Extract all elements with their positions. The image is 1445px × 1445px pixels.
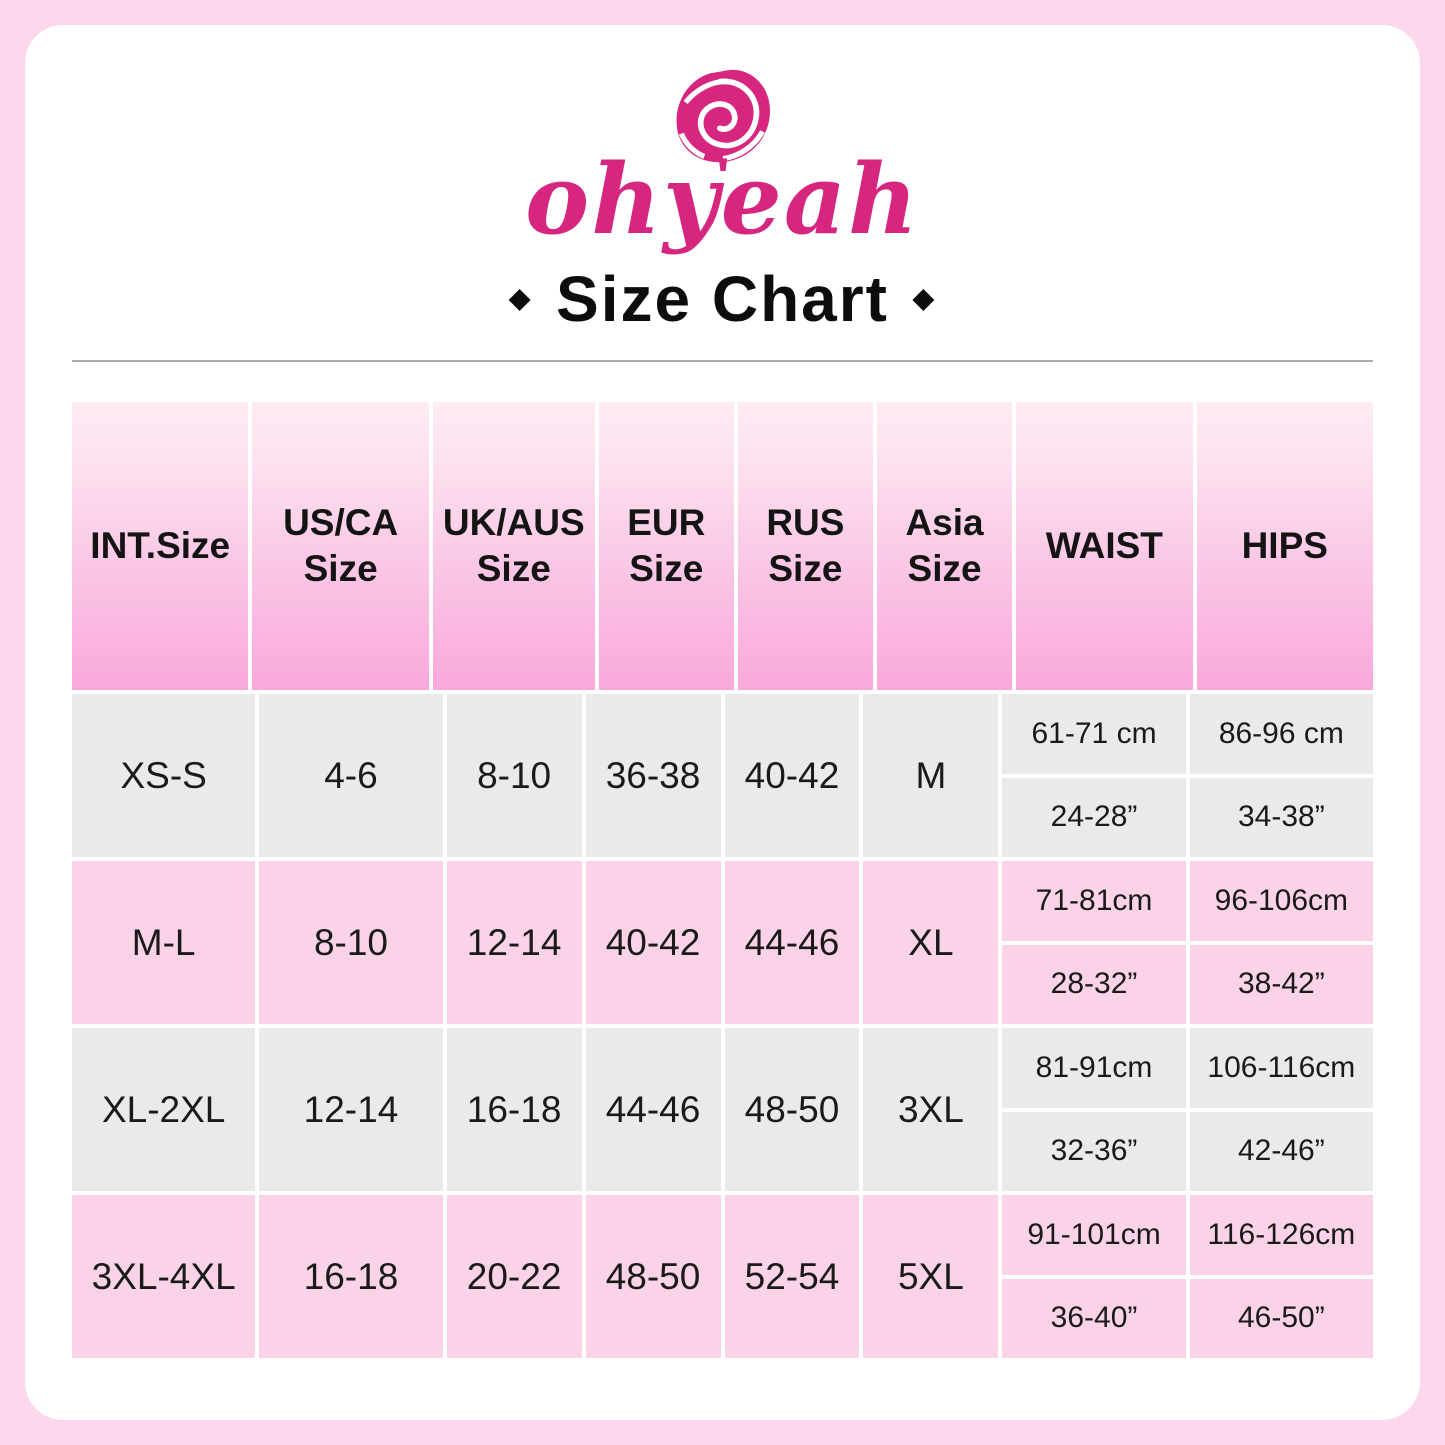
cell-waist-inch: 36-40” (1002, 1278, 1186, 1358)
cell-waist: 61-71 cm 24-28” (1002, 694, 1186, 857)
diamond-icon-left: ◆ (509, 282, 533, 313)
cell-waist-cm: 81-91cm (1002, 1028, 1186, 1108)
brand-logo: ohyeah (25, 69, 1420, 256)
cell-asia: 5XL (863, 1195, 999, 1358)
cell-uk_aus: 12-14 (446, 861, 582, 1024)
cell-us_ca: 4-6 (259, 694, 443, 857)
cell-rus: 40-42 (724, 694, 860, 857)
cell-hips-inch: 46-50” (1189, 1278, 1373, 1358)
cell-waist-inch: 24-28” (1002, 777, 1186, 857)
cell-hips-cm: 106-116cm (1189, 1028, 1373, 1108)
size-chart-card: ohyeah ◆ Size Chart ◆ INT.Size US/CA Size UK… (25, 25, 1420, 1420)
cell-asia: 3XL (863, 1028, 999, 1191)
table-row: XS-S 4-6 8-10 36-38 40-42 M 61-71 cm 24-28” 86-9… (72, 694, 1373, 857)
cell-hips-inch: 34-38” (1189, 777, 1373, 857)
cell-hips: 106-116cm 42-46” (1189, 1028, 1373, 1191)
cell-int_size: XS-S (72, 694, 256, 857)
column-header-hips: HIPS (1196, 402, 1373, 690)
rose-icon (676, 69, 770, 171)
cell-eur: 48-50 (585, 1195, 721, 1358)
column-header-uk-aus-size: UK/AUS Size (432, 402, 595, 690)
page-title-text: Size Chart (556, 263, 889, 335)
cell-eur: 44-46 (585, 1028, 721, 1191)
cell-waist: 91-101cm 36-40” (1002, 1195, 1186, 1358)
table-row: XL-2XL 12-14 16-18 44-46 48-50 3XL 81-91cm 32-3… (72, 1028, 1373, 1191)
cell-waist-cm: 91-101cm (1002, 1195, 1186, 1275)
title-divider (72, 360, 1373, 362)
cell-rus: 52-54 (724, 1195, 860, 1358)
cell-hips-cm: 96-106cm (1189, 861, 1373, 941)
column-header-eur-size: EUR Size (598, 402, 734, 690)
column-header-waist: WAIST (1016, 402, 1193, 690)
cell-hips: 116-126cm 46-50” (1189, 1195, 1373, 1358)
cell-uk_aus: 20-22 (446, 1195, 582, 1358)
cell-rus: 48-50 (724, 1028, 860, 1191)
cell-hips-inch: 42-46” (1189, 1111, 1373, 1191)
cell-us_ca: 8-10 (259, 861, 443, 1024)
cell-waist-inch: 32-36” (1002, 1111, 1186, 1191)
cell-us_ca: 12-14 (259, 1028, 443, 1191)
column-header-asia-size: Asia Size (876, 402, 1013, 690)
table-header-row: INT.Size US/CA Size UK/AUS Size EUR Size RUS… (72, 402, 1373, 690)
table-row: M-L 8-10 12-14 40-42 44-46 XL 71-81cm 28-32” 96-… (72, 861, 1373, 1024)
brand-logo-text: ohyeah (525, 143, 920, 256)
cell-waist-inch: 28-32” (1002, 944, 1186, 1024)
table-row: 3XL-4XL 16-18 20-22 48-50 52-54 5XL 91-101cm 36… (72, 1195, 1373, 1358)
cell-waist: 81-91cm 32-36” (1002, 1028, 1186, 1191)
cell-hips: 96-106cm 38-42” (1189, 861, 1373, 1024)
cell-int_size: XL-2XL (72, 1028, 256, 1191)
cell-asia: M (863, 694, 999, 857)
cell-waist: 71-81cm 28-32” (1002, 861, 1186, 1024)
cell-eur: 36-38 (585, 694, 721, 857)
cell-rus: 44-46 (724, 861, 860, 1024)
page-title: ◆ Size Chart ◆ (25, 262, 1420, 336)
cell-hips: 86-96 cm 34-38” (1189, 694, 1373, 857)
cell-asia: XL (863, 861, 999, 1024)
cell-uk_aus: 8-10 (446, 694, 582, 857)
diamond-icon-right: ◆ (912, 282, 936, 313)
cell-waist-cm: 71-81cm (1002, 861, 1186, 941)
column-header-int-size: INT.Size (72, 402, 249, 690)
cell-uk_aus: 16-18 (446, 1028, 582, 1191)
cell-waist-cm: 61-71 cm (1002, 694, 1186, 774)
column-header-us-ca-size: US/CA Size (252, 402, 429, 690)
cell-eur: 40-42 (585, 861, 721, 1024)
column-header-rus-size: RUS Size (737, 402, 873, 690)
size-chart-table: INT.Size US/CA Size UK/AUS Size EUR Size RUS… (72, 402, 1373, 1358)
cell-hips-inch: 38-42” (1189, 944, 1373, 1024)
cell-hips-cm: 116-126cm (1189, 1195, 1373, 1275)
cell-int_size: 3XL-4XL (72, 1195, 256, 1358)
cell-us_ca: 16-18 (259, 1195, 443, 1358)
cell-hips-cm: 86-96 cm (1189, 694, 1373, 774)
cell-int_size: M-L (72, 861, 256, 1024)
